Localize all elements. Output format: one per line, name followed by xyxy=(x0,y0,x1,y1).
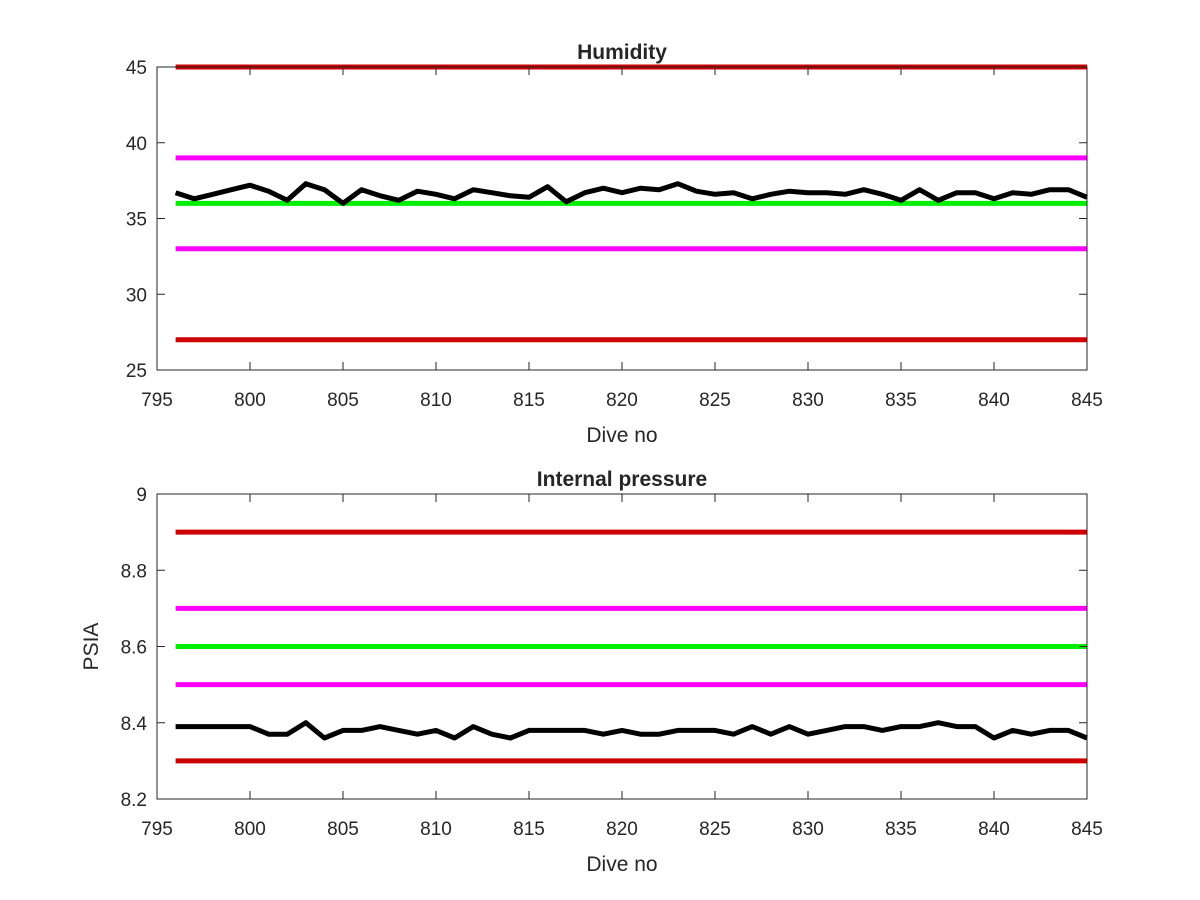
pressure-x-tick-label: 820 xyxy=(606,819,638,840)
pressure-x-tick-label: 800 xyxy=(234,819,266,840)
pressure-x-tick-label: 840 xyxy=(978,819,1010,840)
humidity-x-tick-label: 840 xyxy=(978,390,1010,411)
humidity-x-tick-label: 815 xyxy=(513,390,545,411)
pressure-y-tick-label: 8.2 xyxy=(121,790,147,811)
humidity-y-tick-label: 45 xyxy=(126,58,147,79)
humidity-series-line xyxy=(174,181,1088,206)
pressure-y-tick-label: 8.6 xyxy=(121,638,147,659)
pressure-x-tick-label: 825 xyxy=(699,819,731,840)
humidity-x-tick-label: 800 xyxy=(234,390,266,411)
pressure-x-tick-label: 835 xyxy=(885,819,917,840)
humidity-x-tick-label: 830 xyxy=(792,390,824,411)
pressure-x-tick-label: 810 xyxy=(420,819,452,840)
humidity-chart: 795 800 805 810 815 820 825 830 835 840 845 25 30 35 4… xyxy=(126,41,1103,447)
humidity-y-tick-label: 40 xyxy=(126,134,147,155)
pressure-y-axis-label: PSIA xyxy=(80,623,103,671)
pressure-x-axis-label: Dive no xyxy=(586,853,657,876)
pressure-x-tick-label: 845 xyxy=(1071,819,1103,840)
humidity-x-axis-label: Dive no xyxy=(586,424,657,447)
pressure-x-tick-label: 830 xyxy=(792,819,824,840)
humidity-x-tick-label: 825 xyxy=(699,390,731,411)
humidity-y-tick-label: 35 xyxy=(126,210,147,231)
humidity-x-tick-label: 810 xyxy=(420,390,452,411)
pressure-series-line xyxy=(175,720,1088,741)
pressure-x-tick-label: 805 xyxy=(327,819,359,840)
pressure-x-tick-label: 815 xyxy=(513,819,545,840)
pressure-y-tick-label: 8.8 xyxy=(121,561,147,582)
humidity-x-tick-label: 835 xyxy=(885,390,917,411)
humidity-y-tick-label: 30 xyxy=(126,285,147,306)
pressure-chart-title: Internal pressure xyxy=(537,468,707,491)
humidity-x-tick-label: 805 xyxy=(327,390,359,411)
humidity-x-tick-label: 845 xyxy=(1071,390,1103,411)
humidity-chart-title: Humidity xyxy=(577,41,667,64)
humidity-x-tick-label: 820 xyxy=(606,390,638,411)
humidity-x-tick-label: 795 xyxy=(141,390,173,411)
humidity-y-tick-label: 25 xyxy=(126,361,147,382)
pressure-y-tick-label: 8.4 xyxy=(121,714,148,735)
pressure-y-tick-label: 9 xyxy=(136,485,147,506)
pressure-x-tick-label: 795 xyxy=(141,819,173,840)
pressure-chart: 795 800 805 810 815 820 825 830 835 840 845 8.2 8.4 8… xyxy=(80,468,1103,876)
